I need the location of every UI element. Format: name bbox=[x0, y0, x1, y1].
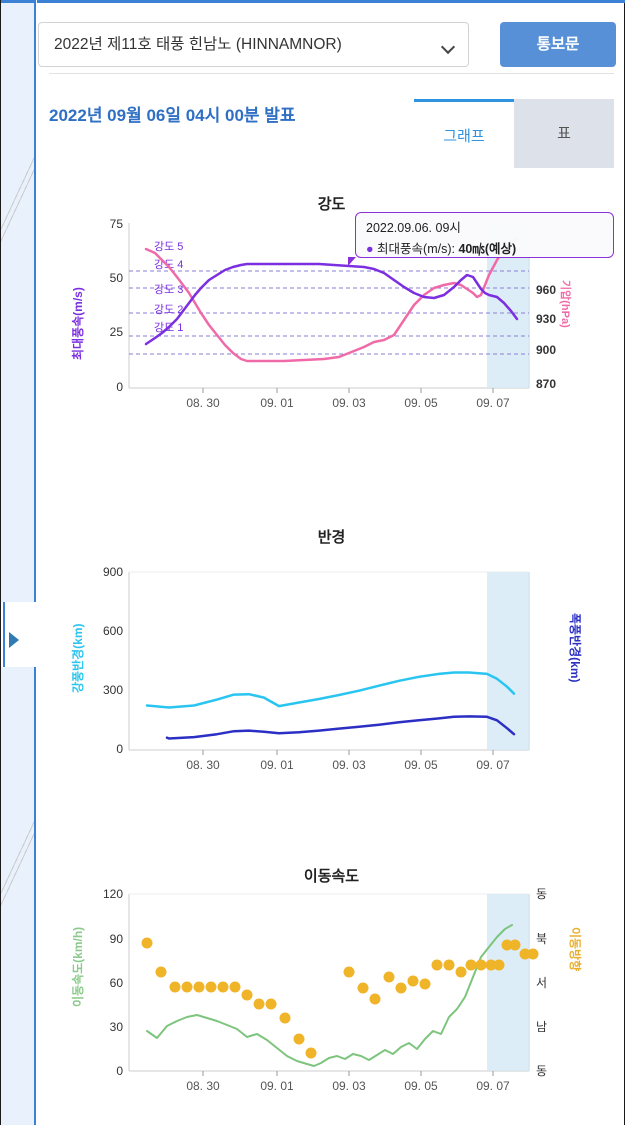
svg-text:09. 01: 09. 01 bbox=[260, 1079, 294, 1093]
svg-text:강도 5: 강도 5 bbox=[154, 240, 183, 253]
svg-text:09. 03: 09. 03 bbox=[332, 758, 366, 772]
svg-text:120: 120 bbox=[103, 887, 123, 901]
svg-text:25: 25 bbox=[110, 325, 124, 339]
svg-text:08. 30: 08. 30 bbox=[186, 396, 220, 410]
svg-text:동: 동 bbox=[536, 887, 547, 901]
svg-text:09. 07: 09. 07 bbox=[476, 758, 510, 772]
svg-text:09. 01: 09. 01 bbox=[260, 758, 294, 772]
svg-text:0: 0 bbox=[116, 380, 123, 394]
svg-text:0: 0 bbox=[116, 742, 123, 756]
svg-text:0: 0 bbox=[116, 1064, 123, 1078]
svg-text:300: 300 bbox=[103, 683, 123, 697]
svg-text:북: 북 bbox=[536, 932, 547, 946]
svg-text:600: 600 bbox=[103, 624, 123, 638]
svg-text:09. 07: 09. 07 bbox=[476, 1079, 510, 1093]
svg-text:09. 07: 09. 07 bbox=[476, 396, 510, 410]
svg-text:900: 900 bbox=[536, 343, 556, 357]
svg-text:서: 서 bbox=[536, 976, 547, 990]
svg-text:09. 05: 09. 05 bbox=[404, 396, 438, 410]
svg-text:09. 03: 09. 03 bbox=[332, 396, 366, 410]
svg-text:30: 30 bbox=[110, 1020, 124, 1034]
svg-text:강도 3: 강도 3 bbox=[154, 283, 183, 296]
svg-text:90: 90 bbox=[110, 932, 124, 946]
svg-text:남: 남 bbox=[536, 1020, 547, 1034]
svg-text:50: 50 bbox=[110, 271, 124, 285]
svg-text:09. 01: 09. 01 bbox=[260, 396, 294, 410]
svg-text:870: 870 bbox=[536, 377, 556, 391]
svg-text:강도 4: 강도 4 bbox=[154, 258, 183, 271]
svg-text:09. 05: 09. 05 bbox=[404, 1079, 438, 1093]
svg-text:900: 900 bbox=[103, 565, 123, 579]
svg-text:75: 75 bbox=[110, 217, 124, 231]
svg-text:08. 30: 08. 30 bbox=[186, 758, 220, 772]
svg-text:960: 960 bbox=[536, 283, 556, 297]
svg-text:09. 03: 09. 03 bbox=[332, 1079, 366, 1093]
svg-text:09. 05: 09. 05 bbox=[404, 758, 438, 772]
svg-text:08. 30: 08. 30 bbox=[186, 1079, 220, 1093]
svg-text:60: 60 bbox=[110, 976, 124, 990]
svg-text:강도 2: 강도 2 bbox=[154, 303, 183, 316]
svg-text:동: 동 bbox=[536, 1064, 547, 1078]
svg-text:930: 930 bbox=[536, 312, 556, 326]
